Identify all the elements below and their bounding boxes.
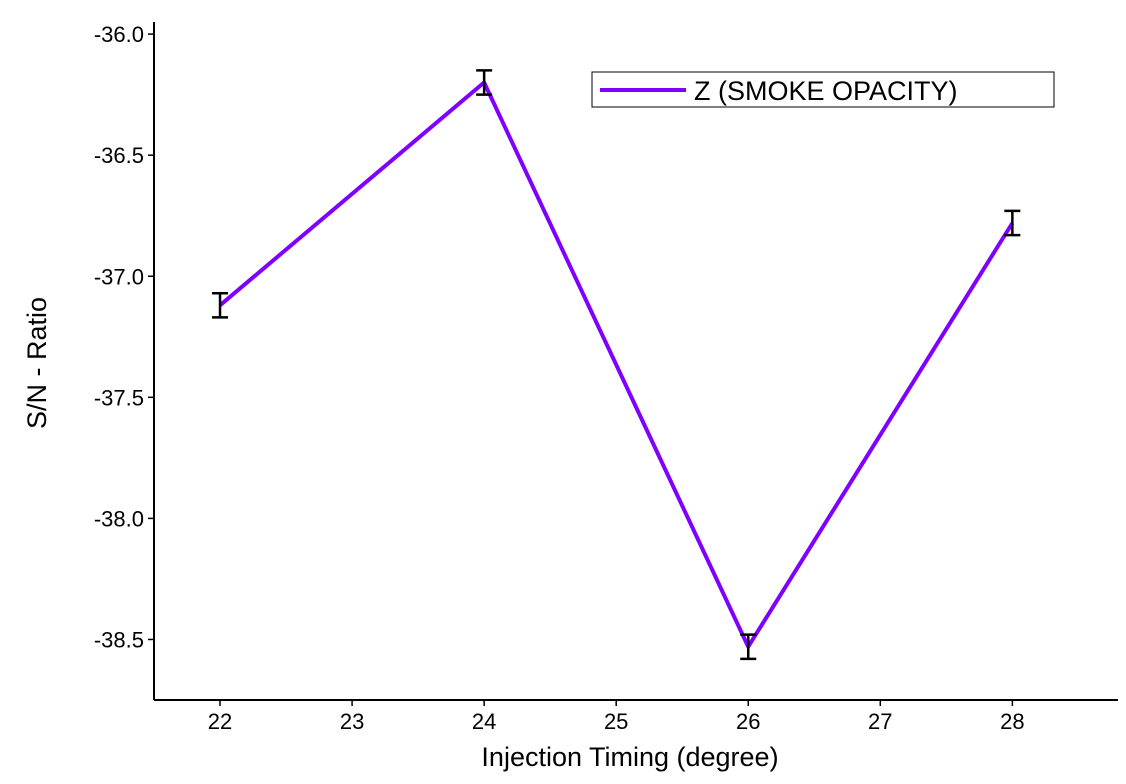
axes <box>153 22 1118 701</box>
x-tick-label: 26 <box>736 709 760 734</box>
x-tick-label: 25 <box>604 709 628 734</box>
x-tick-label: 28 <box>1000 709 1024 734</box>
x-tick-label: 23 <box>340 709 364 734</box>
x-tick-label: 22 <box>208 709 232 734</box>
error-bar <box>476 69 493 96</box>
y-axis-title: S/N - Ratio <box>22 297 52 429</box>
legend-label: Z (SMOKE OPACITY) <box>694 76 958 106</box>
series-line <box>218 79 1015 651</box>
error-bar <box>212 291 229 319</box>
y-ticks: -36.0 -36.5 -37.0 -37.5 -38.0 -38.5 <box>94 22 154 652</box>
y-tick-label: -36.0 <box>94 22 144 47</box>
legend[interactable]: Z (SMOKE OPACITY) <box>591 71 1055 108</box>
y-tick-label: -38.5 <box>94 627 144 652</box>
y-tick-label: -37.5 <box>94 385 144 410</box>
error-bar <box>1004 209 1021 237</box>
x-tick-label: 24 <box>472 709 496 734</box>
series-layer <box>212 69 1021 661</box>
error-bar <box>740 633 757 661</box>
y-tick-label: -36.5 <box>94 143 144 168</box>
x-tick-label: 27 <box>868 709 892 734</box>
x-axis-title: Injection Timing (degree) <box>481 742 778 772</box>
y-tick-label: -38.0 <box>94 506 144 531</box>
x-ticks: 22 23 24 25 26 27 28 <box>208 700 1025 734</box>
y-tick-label: -37.0 <box>94 264 144 289</box>
